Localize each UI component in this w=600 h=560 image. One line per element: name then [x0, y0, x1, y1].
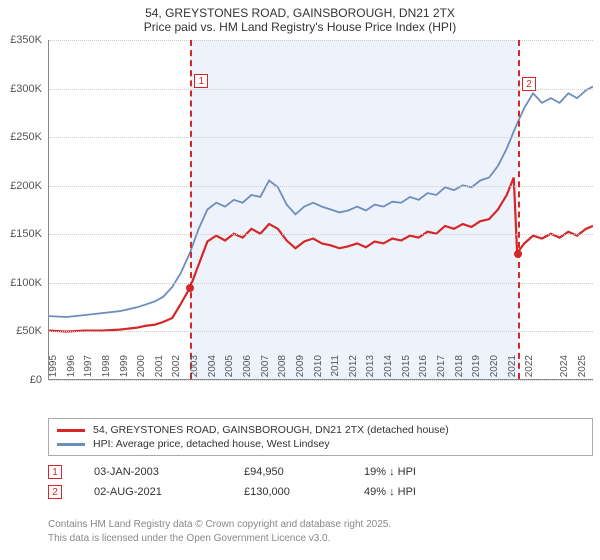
- y-axis-label: £100K: [10, 277, 42, 289]
- legend-label: HPI: Average price, detached house, West…: [93, 438, 330, 450]
- x-axis-label: 2006: [242, 355, 253, 385]
- event-row: 2 02-AUG-2021£130,00049% ↓ HPI: [48, 482, 593, 502]
- y-axis-label: £300K: [10, 83, 42, 95]
- x-axis-label: 2020: [489, 355, 500, 385]
- event-id-box: 2: [48, 485, 62, 499]
- x-axis-label: 2005: [224, 355, 235, 385]
- x-axis-label: 2013: [365, 355, 376, 385]
- x-axis-label: 2010: [313, 355, 324, 385]
- event-marker-label: 2: [522, 77, 536, 91]
- footer-line-2: This data is licensed under the Open Gov…: [48, 532, 593, 546]
- legend-row: 54, GREYSTONES ROAD, GAINSBOROUGH, DN21 …: [57, 423, 584, 437]
- x-axis-label: 2017: [436, 355, 447, 385]
- gridline: [49, 186, 593, 187]
- y-axis-label: £350K: [10, 34, 42, 46]
- y-axis-label: £250K: [10, 131, 42, 143]
- chart-area: 12 £0£50K£100K£150K£200K£250K£300K£350K1…: [0, 40, 600, 410]
- gridline: [49, 234, 593, 235]
- x-axis-label: 2003: [189, 355, 200, 385]
- x-axis-label: 2019: [471, 355, 482, 385]
- x-axis-label: 1997: [83, 355, 94, 385]
- chart-title: 54, GREYSTONES ROAD, GAINSBOROUGH, DN21 …: [0, 0, 600, 36]
- event-marker-label: 1: [194, 74, 208, 88]
- x-axis-label: 2022: [524, 355, 535, 385]
- y-axis-label: £150K: [10, 228, 42, 240]
- event-pct: 49% ↓ HPI: [364, 486, 484, 498]
- x-axis-label: 2011: [330, 355, 341, 385]
- plot-area: 12: [48, 40, 593, 380]
- event-date: 03-JAN-2003: [94, 466, 244, 478]
- x-axis-label: 2004: [207, 355, 218, 385]
- x-axis-label: 2001: [154, 355, 165, 385]
- x-axis-label: 2015: [401, 355, 412, 385]
- title-line-2: Price paid vs. HM Land Registry's House …: [0, 20, 600, 34]
- x-axis-label: 2008: [277, 355, 288, 385]
- x-axis-label: 2016: [418, 355, 429, 385]
- legend-row: HPI: Average price, detached house, West…: [57, 437, 584, 451]
- x-axis-label: 2007: [260, 355, 271, 385]
- event-price: £130,000: [244, 486, 364, 498]
- x-axis-label: 2024: [559, 355, 570, 385]
- x-axis-label: 2009: [295, 355, 306, 385]
- x-axis-label: 2000: [136, 355, 147, 385]
- x-axis-label: 1999: [119, 355, 130, 385]
- event-marker-dot: [514, 250, 522, 258]
- event-date: 02-AUG-2021: [94, 486, 244, 498]
- gridline: [49, 137, 593, 138]
- legend-swatch: [57, 429, 85, 432]
- event-price: £94,950: [244, 466, 364, 478]
- event-table: 1 03-JAN-2003£94,95019% ↓ HPI 2 02-AUG-2021…: [48, 462, 593, 502]
- event-row: 1 03-JAN-2003£94,95019% ↓ HPI: [48, 462, 593, 482]
- event-marker-line: [190, 40, 192, 379]
- event-id-box: 1: [48, 465, 62, 479]
- gridline: [49, 40, 593, 41]
- x-axis-label: 2012: [348, 355, 359, 385]
- title-line-1: 54, GREYSTONES ROAD, GAINSBOROUGH, DN21 …: [0, 6, 600, 20]
- x-axis-label: 2021: [507, 355, 518, 385]
- legend-label: 54, GREYSTONES ROAD, GAINSBOROUGH, DN21 …: [93, 424, 449, 436]
- y-axis-label: £200K: [10, 180, 42, 192]
- x-axis-label: 1998: [101, 355, 112, 385]
- gridline: [49, 283, 593, 284]
- x-axis-label: 2025: [577, 355, 588, 385]
- footer-line-1: Contains HM Land Registry data © Crown c…: [48, 518, 593, 532]
- gridline: [49, 89, 593, 90]
- event-marker-line: [518, 40, 520, 379]
- legend: 54, GREYSTONES ROAD, GAINSBOROUGH, DN21 …: [48, 418, 593, 456]
- chart-lines: [49, 40, 593, 379]
- legend-swatch: [57, 443, 85, 446]
- event-pct: 19% ↓ HPI: [364, 466, 484, 478]
- x-axis-label: 2018: [454, 355, 465, 385]
- footer-attribution: Contains HM Land Registry data © Crown c…: [48, 518, 593, 545]
- x-axis-label: 2002: [171, 355, 182, 385]
- x-axis-label: 1996: [66, 355, 77, 385]
- y-axis-label: £0: [30, 374, 42, 386]
- x-axis-label: 2014: [383, 355, 394, 385]
- gridline: [49, 331, 593, 332]
- y-axis-label: £50K: [16, 325, 42, 337]
- event-marker-dot: [186, 284, 194, 292]
- x-axis-label: 1995: [48, 355, 59, 385]
